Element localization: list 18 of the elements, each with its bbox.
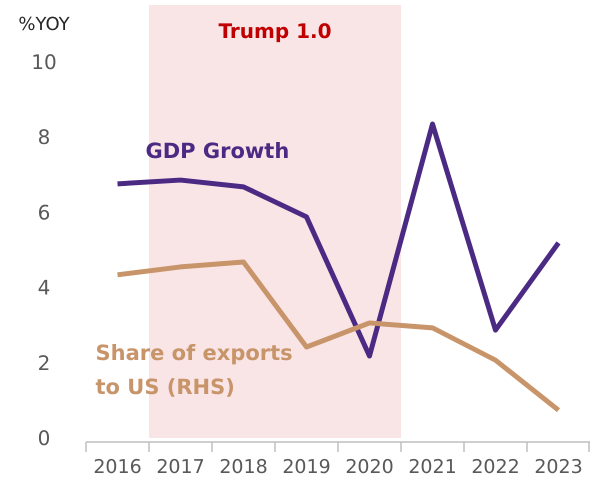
x-tick-label: 2017 [156, 456, 205, 478]
y-axis-title: %YOY [18, 14, 71, 35]
y-tick-label: 6 [38, 200, 50, 224]
x-tick-label: 2018 [219, 456, 268, 478]
y-tick-label: 4 [38, 276, 50, 300]
x-tick-label: 2020 [345, 456, 394, 478]
band-label: Trump 1.0 [218, 19, 332, 43]
x-tick-label: 2016 [93, 456, 142, 478]
series-label: GDP Growth [146, 139, 290, 164]
y-tick-label: 10 [31, 50, 57, 74]
x-tick-label: 2023 [534, 456, 583, 478]
y-tick-label: 8 [38, 125, 50, 150]
y-tick-label: 2 [38, 350, 50, 375]
x-tick-label: 2021 [408, 456, 457, 478]
x-tick-label: 2019 [282, 456, 331, 478]
x-tick-label: 2022 [471, 456, 520, 478]
series-label: Share of exports to US (RHS) [96, 340, 293, 399]
y-tick-label: 0 [38, 426, 50, 450]
